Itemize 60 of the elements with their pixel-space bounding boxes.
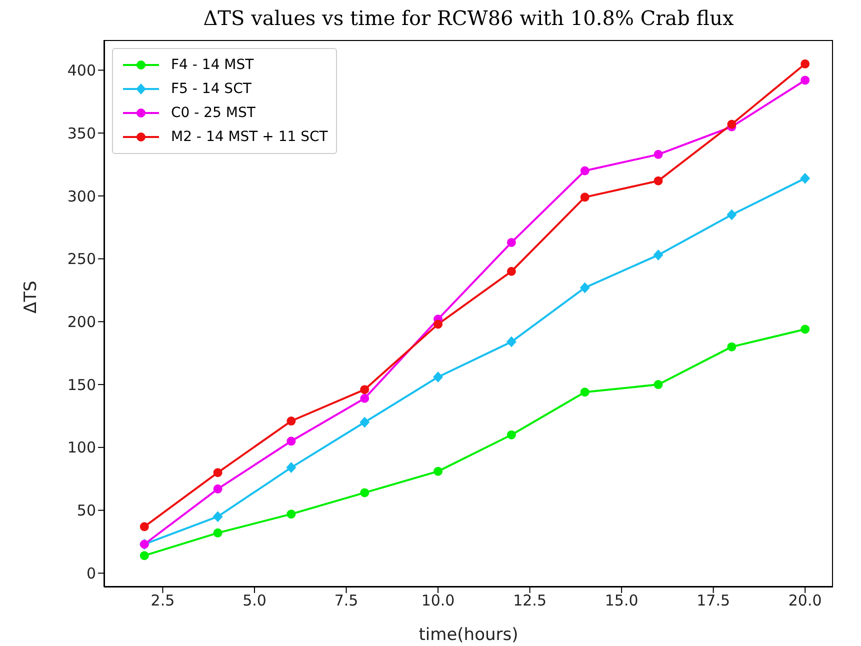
legend-label: C0 - 25 MST xyxy=(171,105,256,121)
point xyxy=(506,238,516,247)
x-tick-label: 20.0 xyxy=(788,592,822,610)
y-tick-label: 400 xyxy=(67,62,96,80)
legend-label: F5 - 14 SCT xyxy=(171,81,252,97)
legend-label: F4 - 14 MST xyxy=(171,57,254,73)
point xyxy=(286,510,296,519)
point xyxy=(360,416,370,428)
x-tick-label: 10.0 xyxy=(421,592,455,610)
y-tick-label: 250 xyxy=(67,250,96,268)
point xyxy=(506,430,516,440)
y-tick-label: 300 xyxy=(67,187,96,206)
x-tick-label: 5.0 xyxy=(242,592,266,610)
point xyxy=(580,192,590,202)
point xyxy=(727,120,736,129)
x-axis-title: time(hours) xyxy=(418,625,518,645)
y-tick-label: 350 xyxy=(67,124,96,142)
y-tick-label: 50 xyxy=(76,502,96,520)
point xyxy=(213,468,222,478)
point xyxy=(140,522,149,532)
point xyxy=(212,511,223,522)
x-tick-label: 2.5 xyxy=(150,592,175,610)
point xyxy=(506,266,516,276)
point xyxy=(800,76,810,85)
point xyxy=(360,488,370,498)
point xyxy=(726,209,737,220)
point xyxy=(654,380,663,390)
point xyxy=(800,324,810,334)
point xyxy=(286,416,296,426)
point xyxy=(140,551,149,560)
point xyxy=(653,250,664,261)
point xyxy=(213,484,222,494)
point xyxy=(434,320,443,329)
point xyxy=(800,172,810,184)
y-tick-label: 150 xyxy=(67,376,96,394)
point xyxy=(213,528,222,538)
y-tick-label: 0 xyxy=(86,564,96,582)
point xyxy=(360,385,370,394)
y-tick-label: 100 xyxy=(67,438,96,457)
point xyxy=(580,282,590,294)
point xyxy=(580,166,590,176)
y-tick-label: 200 xyxy=(67,313,96,331)
point xyxy=(800,59,810,68)
y-axis-title: ΔTS xyxy=(21,280,42,314)
point xyxy=(727,342,736,352)
point xyxy=(286,462,296,474)
x-tick-label: 12.5 xyxy=(513,592,547,610)
point xyxy=(360,394,370,403)
x-tick-label: 15.0 xyxy=(604,592,638,610)
point xyxy=(654,150,663,159)
x-tick-label: 17.5 xyxy=(696,592,730,610)
chart-title: ΔTS values vs time for RCW86 with 10.8% Crab flux xyxy=(202,6,735,30)
point xyxy=(433,372,444,382)
point xyxy=(434,466,443,476)
point xyxy=(654,176,663,186)
point xyxy=(506,336,516,348)
point xyxy=(580,388,590,397)
x-tick-label: 7.5 xyxy=(334,592,358,610)
point xyxy=(286,436,296,446)
legend-label: M2 - 14 MST + 11 SCT xyxy=(171,129,328,145)
